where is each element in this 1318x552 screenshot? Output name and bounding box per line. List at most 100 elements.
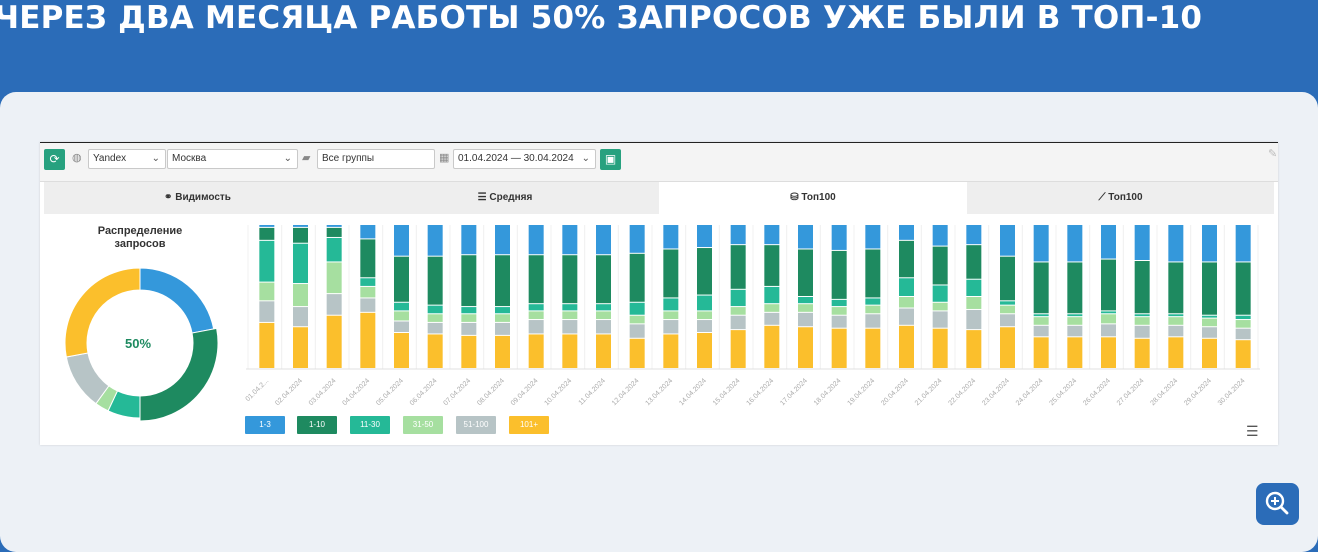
bar-segment-1-10[interactable] [899, 240, 914, 278]
bar-segment-1-3[interactable] [899, 225, 914, 240]
bar-segment-1-3[interactable] [1101, 225, 1116, 259]
bar-segment-1-3[interactable] [596, 225, 611, 255]
bar-segment-51-100[interactable] [293, 307, 308, 327]
bar-segment-11-30[interactable] [360, 278, 376, 286]
bar-segment-31-50[interactable] [798, 304, 813, 312]
bar-segment-51-100[interactable] [730, 315, 746, 330]
refresh-button[interactable]: ⟳ [44, 149, 65, 170]
bar-segment-1-10[interactable] [629, 253, 645, 302]
bar-segment-11-30[interactable] [427, 305, 443, 314]
bar-segment-11-30[interactable] [1168, 314, 1184, 317]
bar-segment-101-plus[interactable] [1168, 337, 1184, 368]
bar-segment-1-10[interactable] [1101, 259, 1116, 311]
bar-segment-51-100[interactable] [326, 294, 342, 315]
bar-segment-101-plus[interactable] [966, 330, 982, 368]
tab-visibility[interactable]: ⚭ Видимость [44, 182, 351, 214]
bar-segment-1-3[interactable] [326, 225, 342, 227]
bar-segment-1-10[interactable] [394, 256, 409, 302]
bar-segment-31-50[interactable] [932, 302, 948, 311]
bar-segment-1-3[interactable] [1067, 225, 1083, 262]
bar-segment-11-30[interactable] [966, 279, 982, 296]
legend-item-101-plus[interactable]: 101+ [509, 416, 549, 434]
bar-segment-51-100[interactable] [394, 321, 409, 332]
bar-segment-51-100[interactable] [259, 301, 275, 322]
bar-segment-1-10[interactable] [764, 245, 780, 286]
donut-segment-1-10[interactable] [139, 327, 219, 422]
bar-segment-1-10[interactable] [730, 245, 746, 289]
bar-segment-1-3[interactable] [932, 225, 948, 246]
bar-segment-11-30[interactable] [394, 302, 409, 311]
bar-segment-11-30[interactable] [562, 304, 578, 311]
bar-segment-1-3[interactable] [697, 225, 712, 248]
region-select[interactable]: Москва ⌄ [167, 149, 298, 169]
bar-segment-101-plus[interactable] [461, 335, 477, 368]
bar-segment-51-100[interactable] [764, 312, 780, 325]
bar-segment-31-50[interactable] [1235, 320, 1251, 328]
bar-segment-1-3[interactable] [293, 225, 308, 227]
bar-segment-11-30[interactable] [697, 295, 712, 311]
donut-segment-1-3[interactable] [139, 267, 215, 334]
bar-segment-1-10[interactable] [596, 255, 611, 304]
bar-segment-31-50[interactable] [326, 262, 342, 294]
bar-segment-1-3[interactable] [798, 225, 813, 249]
bar-segment-31-50[interactable] [764, 304, 780, 312]
bar-segment-11-30[interactable] [1067, 314, 1083, 317]
bar-segment-51-100[interactable] [495, 322, 510, 335]
bar-segment-101-plus[interactable] [1000, 327, 1015, 368]
tab-average[interactable]: ☰ Средняя [351, 182, 659, 214]
bar-segment-51-100[interactable] [966, 309, 982, 330]
bar-segment-11-30[interactable] [495, 307, 510, 314]
bar-segment-1-10[interactable] [495, 255, 510, 307]
bar-segment-1-10[interactable] [1067, 262, 1083, 314]
period-select[interactable]: 01.04.2024 — 30.04.2024 ⌄ [453, 149, 596, 169]
legend-item-11-30[interactable]: 11-30 [350, 416, 390, 434]
bar-segment-1-10[interactable] [427, 256, 443, 305]
menu-icon[interactable]: ☰ [1246, 423, 1259, 439]
legend-item-31-50[interactable]: 31-50 [403, 416, 443, 434]
bar-segment-31-50[interactable] [427, 314, 443, 322]
bar-segment-31-50[interactable] [1202, 318, 1217, 327]
bar-segment-1-3[interactable] [394, 225, 409, 256]
bar-segment-31-50[interactable] [1134, 317, 1150, 325]
legend-item-1-3[interactable]: 1-3 [245, 416, 285, 434]
bar-segment-31-50[interactable] [730, 307, 746, 315]
bar-segment-1-3[interactable] [730, 225, 746, 245]
bar-segment-1-3[interactable] [562, 225, 578, 255]
bar-segment-1-3[interactable] [663, 225, 679, 249]
bar-segment-101-plus[interactable] [697, 333, 712, 368]
bar-segment-101-plus[interactable] [596, 334, 611, 368]
bar-segment-11-30[interactable] [596, 304, 611, 311]
bar-segment-101-plus[interactable] [1202, 338, 1217, 368]
bar-segment-101-plus[interactable] [1134, 338, 1150, 368]
bar-segment-101-plus[interactable] [1101, 337, 1116, 368]
bar-segment-31-50[interactable] [495, 314, 510, 322]
open-calendar-button[interactable]: ▣ [600, 149, 621, 170]
bar-segment-51-100[interactable] [596, 320, 611, 334]
bar-segment-31-50[interactable] [1101, 314, 1116, 324]
legend-item-51-100[interactable]: 51-100 [456, 416, 496, 434]
bar-segment-101-plus[interactable] [528, 334, 544, 368]
bar-segment-1-10[interactable] [326, 227, 342, 237]
bar-segment-1-3[interactable] [831, 225, 847, 250]
bar-segment-31-50[interactable] [663, 311, 679, 320]
bar-segment-1-10[interactable] [932, 246, 948, 285]
bar-segment-101-plus[interactable] [730, 330, 746, 368]
bar-segment-11-30[interactable] [1101, 311, 1116, 314]
bar-segment-101-plus[interactable] [495, 335, 510, 368]
bar-segment-51-100[interactable] [1033, 325, 1049, 337]
bar-segment-51-100[interactable] [562, 320, 578, 334]
bar-segment-1-10[interactable] [1235, 262, 1251, 315]
bar-segment-11-30[interactable] [293, 243, 308, 284]
bar-segment-1-10[interactable] [697, 248, 712, 295]
bar-segment-1-10[interactable] [1134, 261, 1150, 314]
bar-segment-101-plus[interactable] [326, 315, 342, 368]
bar-segment-11-30[interactable] [326, 237, 342, 262]
bar-segment-51-100[interactable] [1202, 327, 1217, 338]
bar-segment-51-100[interactable] [629, 324, 645, 338]
bar-segment-1-3[interactable] [1033, 225, 1049, 262]
bar-segment-11-30[interactable] [1202, 315, 1217, 318]
bar-segment-1-10[interactable] [562, 255, 578, 304]
bar-segment-31-50[interactable] [697, 311, 712, 320]
bar-segment-51-100[interactable] [528, 320, 544, 334]
bar-segment-11-30[interactable] [730, 289, 746, 307]
